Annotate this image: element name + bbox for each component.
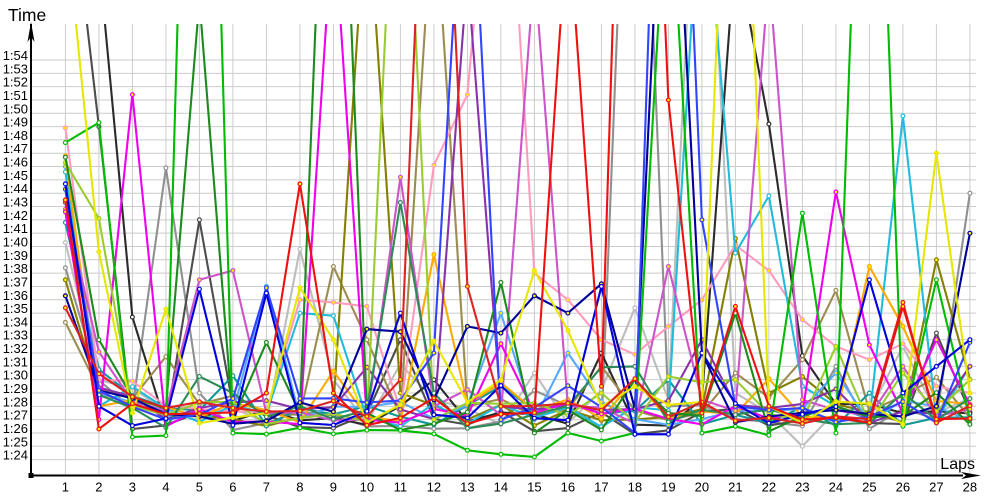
- svg-text:22: 22: [762, 480, 776, 495]
- svg-text:1:33: 1:33: [3, 328, 28, 343]
- svg-text:19: 19: [661, 480, 675, 495]
- svg-text:26: 26: [896, 480, 910, 495]
- svg-text:1:28: 1:28: [3, 394, 28, 409]
- svg-text:25: 25: [862, 480, 876, 495]
- svg-text:1:49: 1:49: [3, 115, 28, 130]
- svg-text:Time: Time: [8, 5, 46, 25]
- svg-text:1:39: 1:39: [3, 248, 28, 263]
- svg-text:1:36: 1:36: [3, 288, 28, 303]
- svg-text:1:45: 1:45: [3, 168, 28, 183]
- svg-text:1:52: 1:52: [3, 75, 28, 90]
- svg-text:20: 20: [695, 480, 709, 495]
- svg-text:1:48: 1:48: [3, 128, 28, 143]
- svg-text:16: 16: [561, 480, 575, 495]
- svg-text:1:34: 1:34: [3, 314, 28, 329]
- svg-text:10: 10: [360, 480, 374, 495]
- svg-text:1: 1: [62, 480, 69, 495]
- svg-text:3: 3: [129, 480, 136, 495]
- svg-text:4: 4: [162, 480, 169, 495]
- svg-text:15: 15: [527, 480, 541, 495]
- svg-text:1:53: 1:53: [3, 61, 28, 76]
- svg-text:5: 5: [196, 480, 203, 495]
- svg-text:1:44: 1:44: [3, 181, 28, 196]
- svg-text:1:26: 1:26: [3, 421, 28, 436]
- svg-text:1:40: 1:40: [3, 234, 28, 249]
- svg-text:1:38: 1:38: [3, 261, 28, 276]
- svg-text:1:47: 1:47: [3, 141, 28, 156]
- svg-text:13: 13: [460, 480, 474, 495]
- svg-text:12: 12: [427, 480, 441, 495]
- svg-text:7: 7: [263, 480, 270, 495]
- svg-text:8: 8: [296, 480, 303, 495]
- svg-text:2: 2: [95, 480, 102, 495]
- svg-text:17: 17: [594, 480, 608, 495]
- svg-text:1:24: 1:24: [3, 448, 28, 463]
- svg-text:1:30: 1:30: [3, 368, 28, 383]
- svg-text:9: 9: [330, 480, 337, 495]
- svg-text:1:35: 1:35: [3, 301, 28, 316]
- svg-text:1:50: 1:50: [3, 101, 28, 116]
- svg-text:1:54: 1:54: [3, 48, 28, 63]
- svg-text:1:31: 1:31: [3, 354, 28, 369]
- svg-text:1:42: 1:42: [3, 208, 28, 223]
- svg-text:1:43: 1:43: [3, 195, 28, 210]
- svg-text:1:29: 1:29: [3, 381, 28, 396]
- svg-text:21: 21: [728, 480, 742, 495]
- svg-text:1:51: 1:51: [3, 88, 28, 103]
- svg-text:1:46: 1:46: [3, 155, 28, 170]
- svg-text:1:32: 1:32: [3, 341, 28, 356]
- svg-text:1:41: 1:41: [3, 221, 28, 236]
- svg-text:28: 28: [963, 480, 977, 495]
- svg-text:Laps: Laps: [940, 456, 975, 473]
- svg-text:23: 23: [795, 480, 809, 495]
- svg-text:11: 11: [394, 480, 408, 495]
- svg-text:1:37: 1:37: [3, 274, 28, 289]
- svg-text:14: 14: [494, 480, 508, 495]
- svg-text:24: 24: [829, 480, 843, 495]
- svg-text:1:25: 1:25: [3, 434, 28, 449]
- svg-text:18: 18: [628, 480, 642, 495]
- svg-text:1:27: 1:27: [3, 408, 28, 423]
- svg-text:6: 6: [229, 480, 236, 495]
- svg-text:27: 27: [929, 480, 943, 495]
